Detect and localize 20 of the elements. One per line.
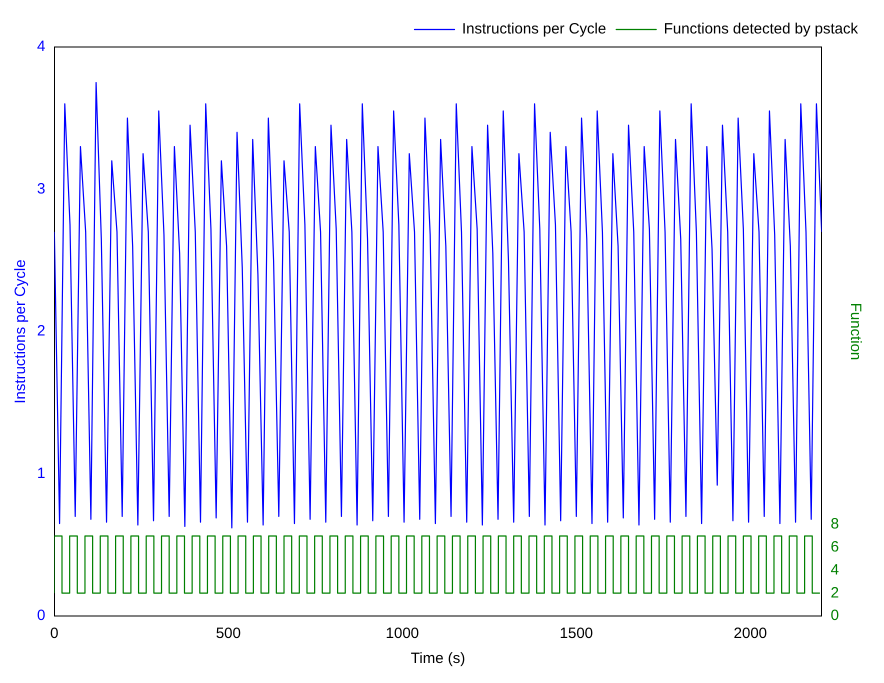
y-tick-label: 4	[37, 38, 46, 56]
legend-label: Instructions per Cycle	[462, 20, 606, 38]
y2-tick-label: 8	[830, 516, 839, 533]
y2-tick-label: 6	[830, 538, 839, 556]
y-axis-title: Instructions per Cycle	[12, 259, 30, 404]
x-tick-label: 1500	[560, 625, 594, 642]
legend-label: Functions detected by pstack	[664, 20, 858, 38]
x-tick-label: 500	[216, 625, 241, 642]
x-axis-title: Time (s)	[410, 650, 466, 668]
y-tick-label: 3	[37, 180, 46, 198]
x-tick-label: 1000	[386, 625, 420, 642]
y2-tick-label: 2	[830, 584, 839, 602]
y-tick-label: 0	[37, 607, 46, 624]
y2-axis-title: Function	[846, 302, 864, 360]
y2-tick-label: 4	[830, 561, 839, 578]
x-tick-label: 2000	[734, 625, 768, 642]
y-tick-label: 1	[37, 464, 46, 482]
y-tick-label: 2	[37, 322, 46, 340]
y2-tick-label: 0	[830, 607, 839, 624]
x-tick-label: 0	[50, 625, 59, 642]
